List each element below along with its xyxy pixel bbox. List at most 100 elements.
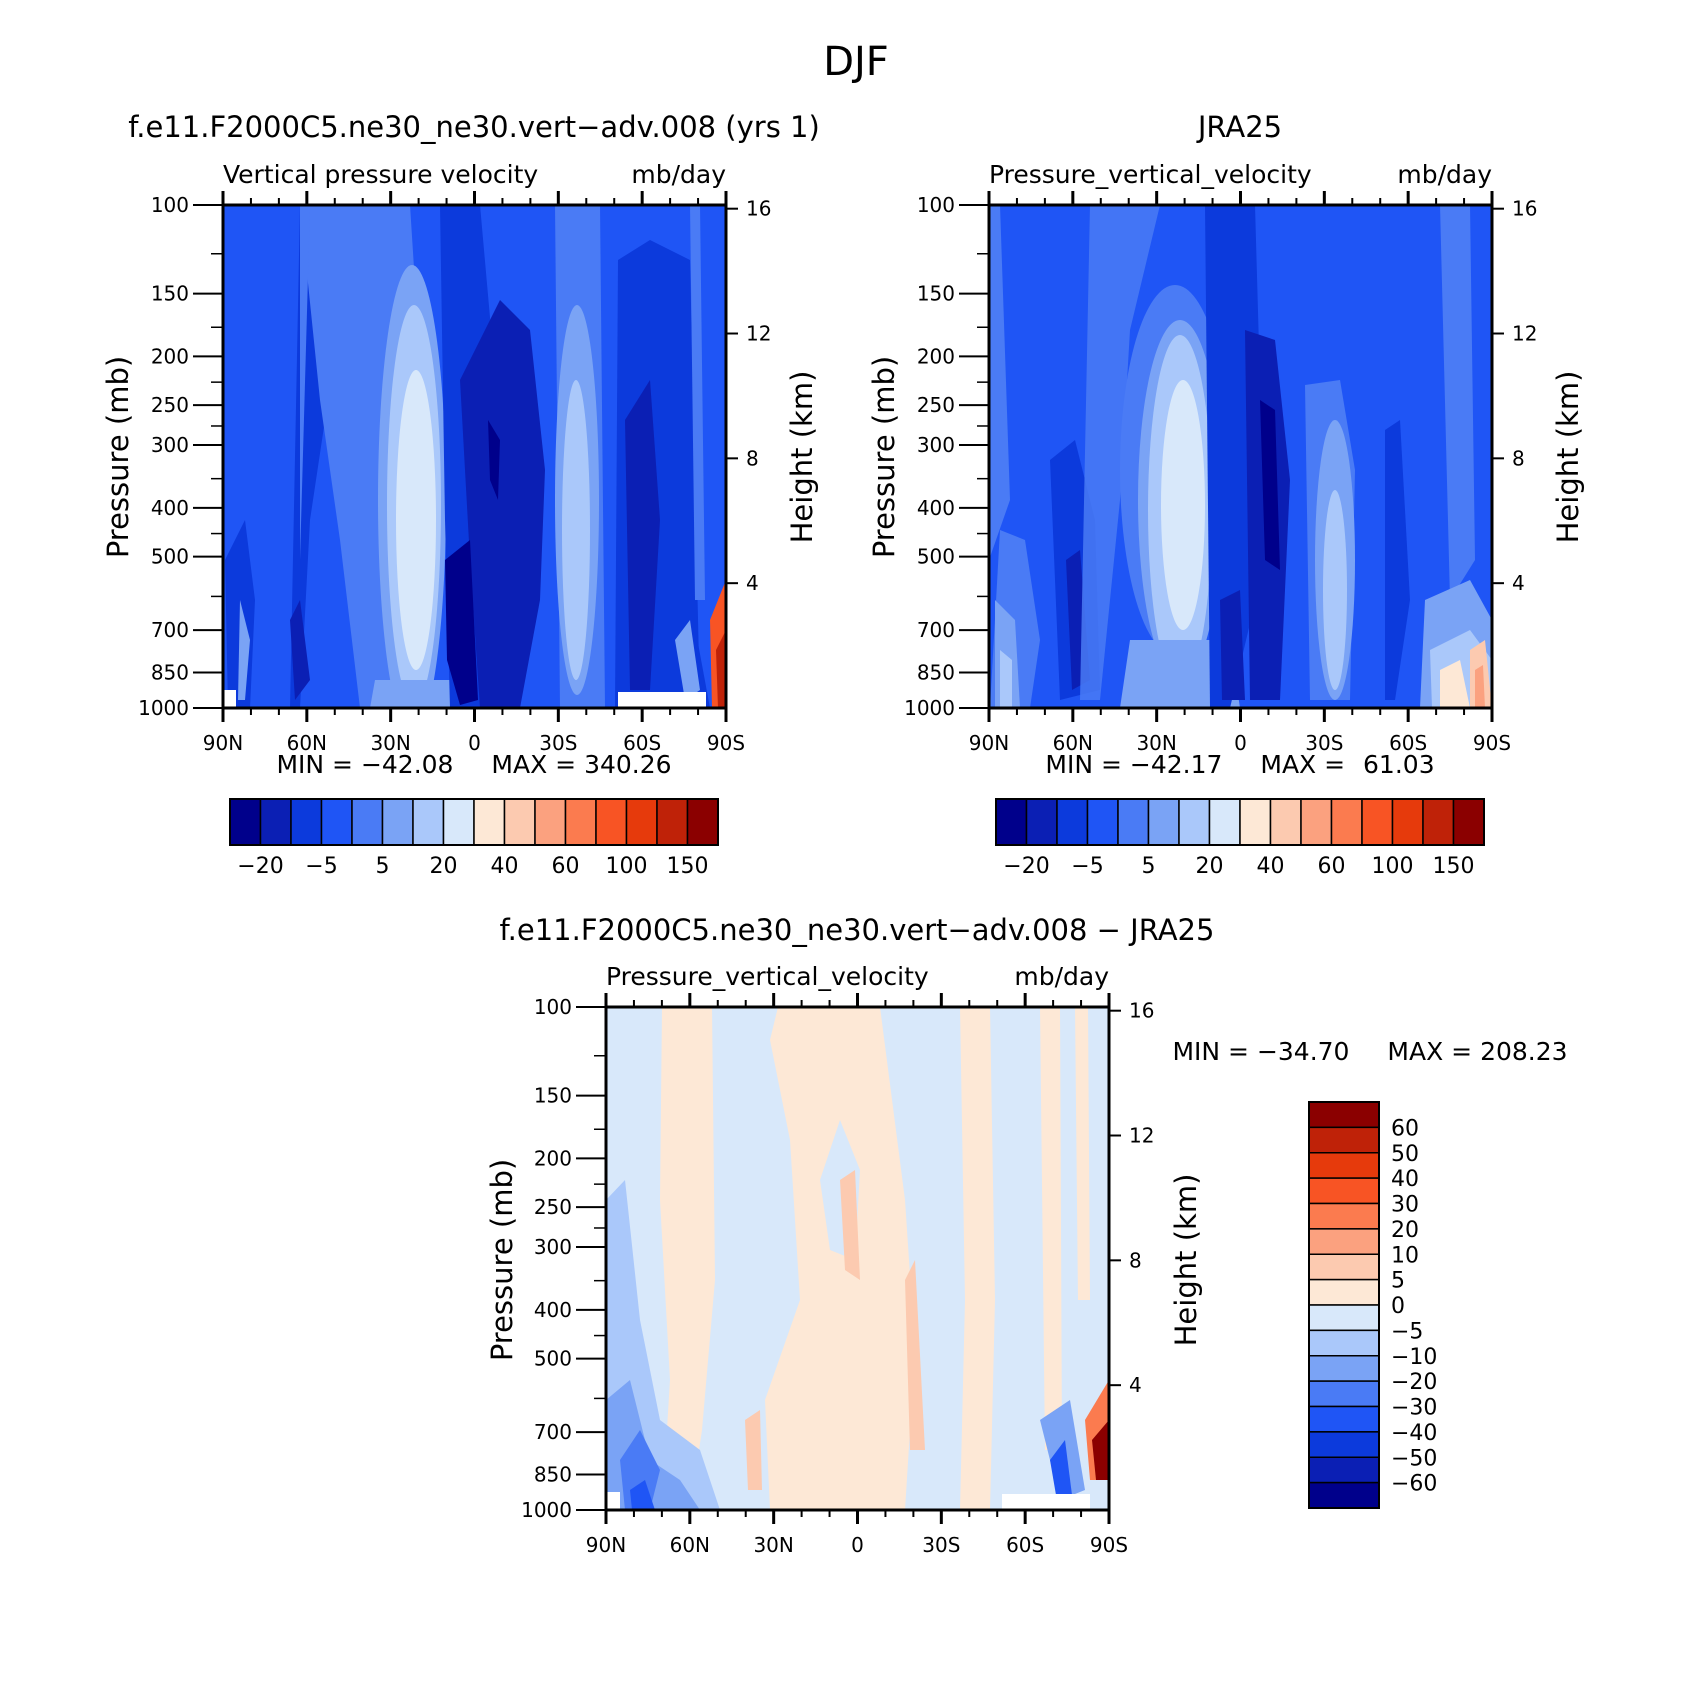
panel-diff-colorbar-label: 20 bbox=[1391, 1218, 1419, 1243]
panel-obs-y-right-tick-label: 8 bbox=[1512, 446, 1525, 470]
panel-model-subtitle-left: Vertical pressure velocity bbox=[223, 160, 538, 189]
panel-diff-y-right-tick-label: 8 bbox=[1129, 1248, 1142, 1272]
panel-obs-y-ticks: 100 150 200 250 300 400 500 700 850 1000 bbox=[904, 193, 989, 720]
panel-model-colorbar-swatch bbox=[351, 798, 384, 846]
panel-diff-subtitle-right: mb/day bbox=[1014, 962, 1109, 991]
panel-diff-colorbar-label: −60 bbox=[1391, 1472, 1437, 1497]
panel-obs-colorbar-label: 40 bbox=[1257, 854, 1285, 879]
panel-diff-colorbar-label: 0 bbox=[1391, 1294, 1405, 1319]
panel-obs: JRA25 Pressure_vertical_velocity mb/day bbox=[867, 110, 1585, 879]
panel-diff-colorbar-swatch bbox=[1308, 1202, 1380, 1230]
panel-model-y-right-tick-label: 16 bbox=[746, 197, 771, 221]
panel-obs-y-tick-label: 200 bbox=[917, 344, 955, 368]
panel-model-y-tick-label: 100 bbox=[151, 193, 189, 217]
panel-diff: f.e11.F2000C5.ne30_ne30.vert−adv.008 − J… bbox=[485, 913, 1568, 1557]
panel-obs-y-tick-label: 100 bbox=[917, 193, 955, 217]
panel-model-y-tick-label: 150 bbox=[151, 282, 189, 306]
panel-model-colorbar-label: −5 bbox=[305, 854, 337, 879]
panel-diff-colorbar-swatch bbox=[1308, 1405, 1380, 1433]
panel-diff-y-right-tick-label: 4 bbox=[1129, 1373, 1142, 1397]
panel-model-ylabel-right: Height (km) bbox=[785, 371, 819, 544]
panel-model-colorbar-swatch bbox=[534, 798, 567, 846]
panel-diff-colorbar-swatch bbox=[1308, 1456, 1380, 1484]
panel-diff-y-ticks: 100 150 200 250 300 400 500 700 850 1000 bbox=[521, 995, 606, 1522]
panel-model-colorbar-label: 20 bbox=[430, 854, 458, 879]
panel-model-colorbar-label: −20 bbox=[237, 854, 283, 879]
panel-diff-y-tick-label: 1000 bbox=[521, 1498, 572, 1522]
panel-obs-colorbar: −20 −5 5 20 40 60 100 150 bbox=[995, 798, 1485, 879]
panel-model-x-ticks: 90N 60N 30N 0 30S 60S 90S bbox=[203, 191, 745, 755]
panel-obs-y-right-tick-label: 16 bbox=[1512, 197, 1537, 221]
panel-diff-colorbar-swatch bbox=[1308, 1304, 1380, 1332]
panel-obs-stats: MIN = −42.17 MAX = 61.03 bbox=[1045, 750, 1434, 779]
panel-obs-title: JRA25 bbox=[1196, 110, 1282, 144]
panel-obs-y-right-ticks: 16 12 8 4 bbox=[1492, 197, 1537, 595]
panel-diff-x-tick-label: 60N bbox=[670, 1533, 710, 1557]
panel-model-y-tick-label: 850 bbox=[151, 660, 189, 684]
panel-model-min-label: MIN = bbox=[276, 750, 353, 779]
panel-obs-colorbar-label: 5 bbox=[1142, 854, 1156, 879]
panel-diff-x-ticks: 90N 60N 30N 0 30S 60S 90S bbox=[586, 993, 1128, 1557]
panel-model-colorbar-swatch bbox=[595, 798, 628, 846]
panel-model-x-tick-label: 60S bbox=[623, 731, 661, 755]
panel-diff-colorbar-swatch bbox=[1308, 1126, 1380, 1154]
panel-model: f.e11.F2000C5.ne30_ne30.vert−adv.008 (yr… bbox=[101, 110, 820, 879]
panel-diff-y-tick-label: 400 bbox=[534, 1298, 572, 1322]
panel-model-x-tick-label: 30N bbox=[370, 731, 410, 755]
panel-diff-y-tick-label: 850 bbox=[534, 1462, 572, 1486]
panel-model-y-tick-label: 300 bbox=[151, 433, 189, 457]
panel-model-colorbar: −20 −5 5 20 40 60 100 150 bbox=[229, 798, 719, 879]
panel-model-y-ticks: 100 150 200 250 300 400 500 700 850 1000 bbox=[138, 193, 223, 720]
panel-diff-y-tick-label: 300 bbox=[534, 1235, 572, 1259]
panel-diff-y-right-tick-label: 12 bbox=[1129, 1124, 1154, 1148]
panel-obs-colorbar-swatch bbox=[1361, 798, 1394, 846]
panel-model-x-tick-label: 90S bbox=[707, 731, 745, 755]
panel-model-y-tick-label: 700 bbox=[151, 618, 189, 642]
panel-obs-x-tick-label: 30N bbox=[1136, 731, 1176, 755]
panel-diff-subtitle-left: Pressure_vertical_velocity bbox=[606, 962, 929, 991]
panel-obs-x-tick-label: 30S bbox=[1305, 731, 1343, 755]
panel-diff-x-tick-label: 30N bbox=[753, 1533, 793, 1557]
panel-model-colorbar-swatch bbox=[625, 798, 658, 846]
panel-model-colorbar-label: 150 bbox=[667, 854, 709, 879]
panel-model-min-value: −42.08 bbox=[361, 750, 454, 779]
panel-obs-colorbar-label: 150 bbox=[1433, 854, 1475, 879]
panel-model-colorbar-swatch bbox=[442, 798, 475, 846]
panel-model-colorbar-swatch bbox=[564, 798, 597, 846]
panel-model-y-right-tick-label: 12 bbox=[746, 322, 771, 346]
panel-model-colorbar-swatch bbox=[381, 798, 414, 846]
panel-obs-colorbar-swatch bbox=[1056, 798, 1089, 846]
panel-diff-colorbar-label: −20 bbox=[1391, 1370, 1437, 1395]
panel-obs-min-value: −42.17 bbox=[1130, 750, 1223, 779]
panel-model-colorbar-swatch bbox=[290, 798, 323, 846]
panel-diff-colorbar-swatch bbox=[1308, 1329, 1380, 1357]
panel-obs-colorbar-swatch bbox=[1300, 798, 1333, 846]
panel-model-colorbar-swatch bbox=[259, 798, 292, 846]
panel-model-y-tick-label: 500 bbox=[151, 545, 189, 569]
panel-obs-colorbar-swatch bbox=[1117, 798, 1150, 846]
panel-model-subtitle-right: mb/day bbox=[631, 160, 726, 189]
panel-obs-x-tick-label: 90S bbox=[1473, 731, 1511, 755]
panel-model-x-tick-label: 0 bbox=[468, 731, 481, 755]
panel-obs-colorbar-label: 20 bbox=[1196, 854, 1224, 879]
panel-obs-colorbar-swatch bbox=[1422, 798, 1455, 846]
panel-obs-colorbar-swatch bbox=[1452, 798, 1485, 846]
panel-model-y-right-tick-label: 8 bbox=[746, 446, 759, 470]
panel-obs-colorbar-swatch bbox=[1178, 798, 1211, 846]
panel-model-max-label: MAX = bbox=[491, 750, 576, 779]
panel-diff-y-tick-label: 500 bbox=[534, 1347, 572, 1371]
panel-obs-colorbar-swatch bbox=[1147, 798, 1180, 846]
panel-model-x-tick-label: 90N bbox=[203, 731, 243, 755]
panel-diff-colorbar-swatch bbox=[1308, 1101, 1380, 1129]
panel-obs-contour-field bbox=[989, 205, 1492, 708]
panel-obs-colorbar-swatch bbox=[1086, 798, 1119, 846]
panel-obs-ylabel: Pressure (mb) bbox=[867, 356, 901, 558]
panel-model-y-tick-label: 250 bbox=[151, 393, 189, 417]
panel-diff-colorbar-label: −50 bbox=[1391, 1446, 1437, 1471]
panel-model-y-tick-label: 200 bbox=[151, 344, 189, 368]
panel-obs-colorbar-swatch bbox=[995, 798, 1028, 846]
panel-model-y-tick-label: 400 bbox=[151, 496, 189, 520]
panel-model-colorbar-label: 60 bbox=[552, 854, 580, 879]
